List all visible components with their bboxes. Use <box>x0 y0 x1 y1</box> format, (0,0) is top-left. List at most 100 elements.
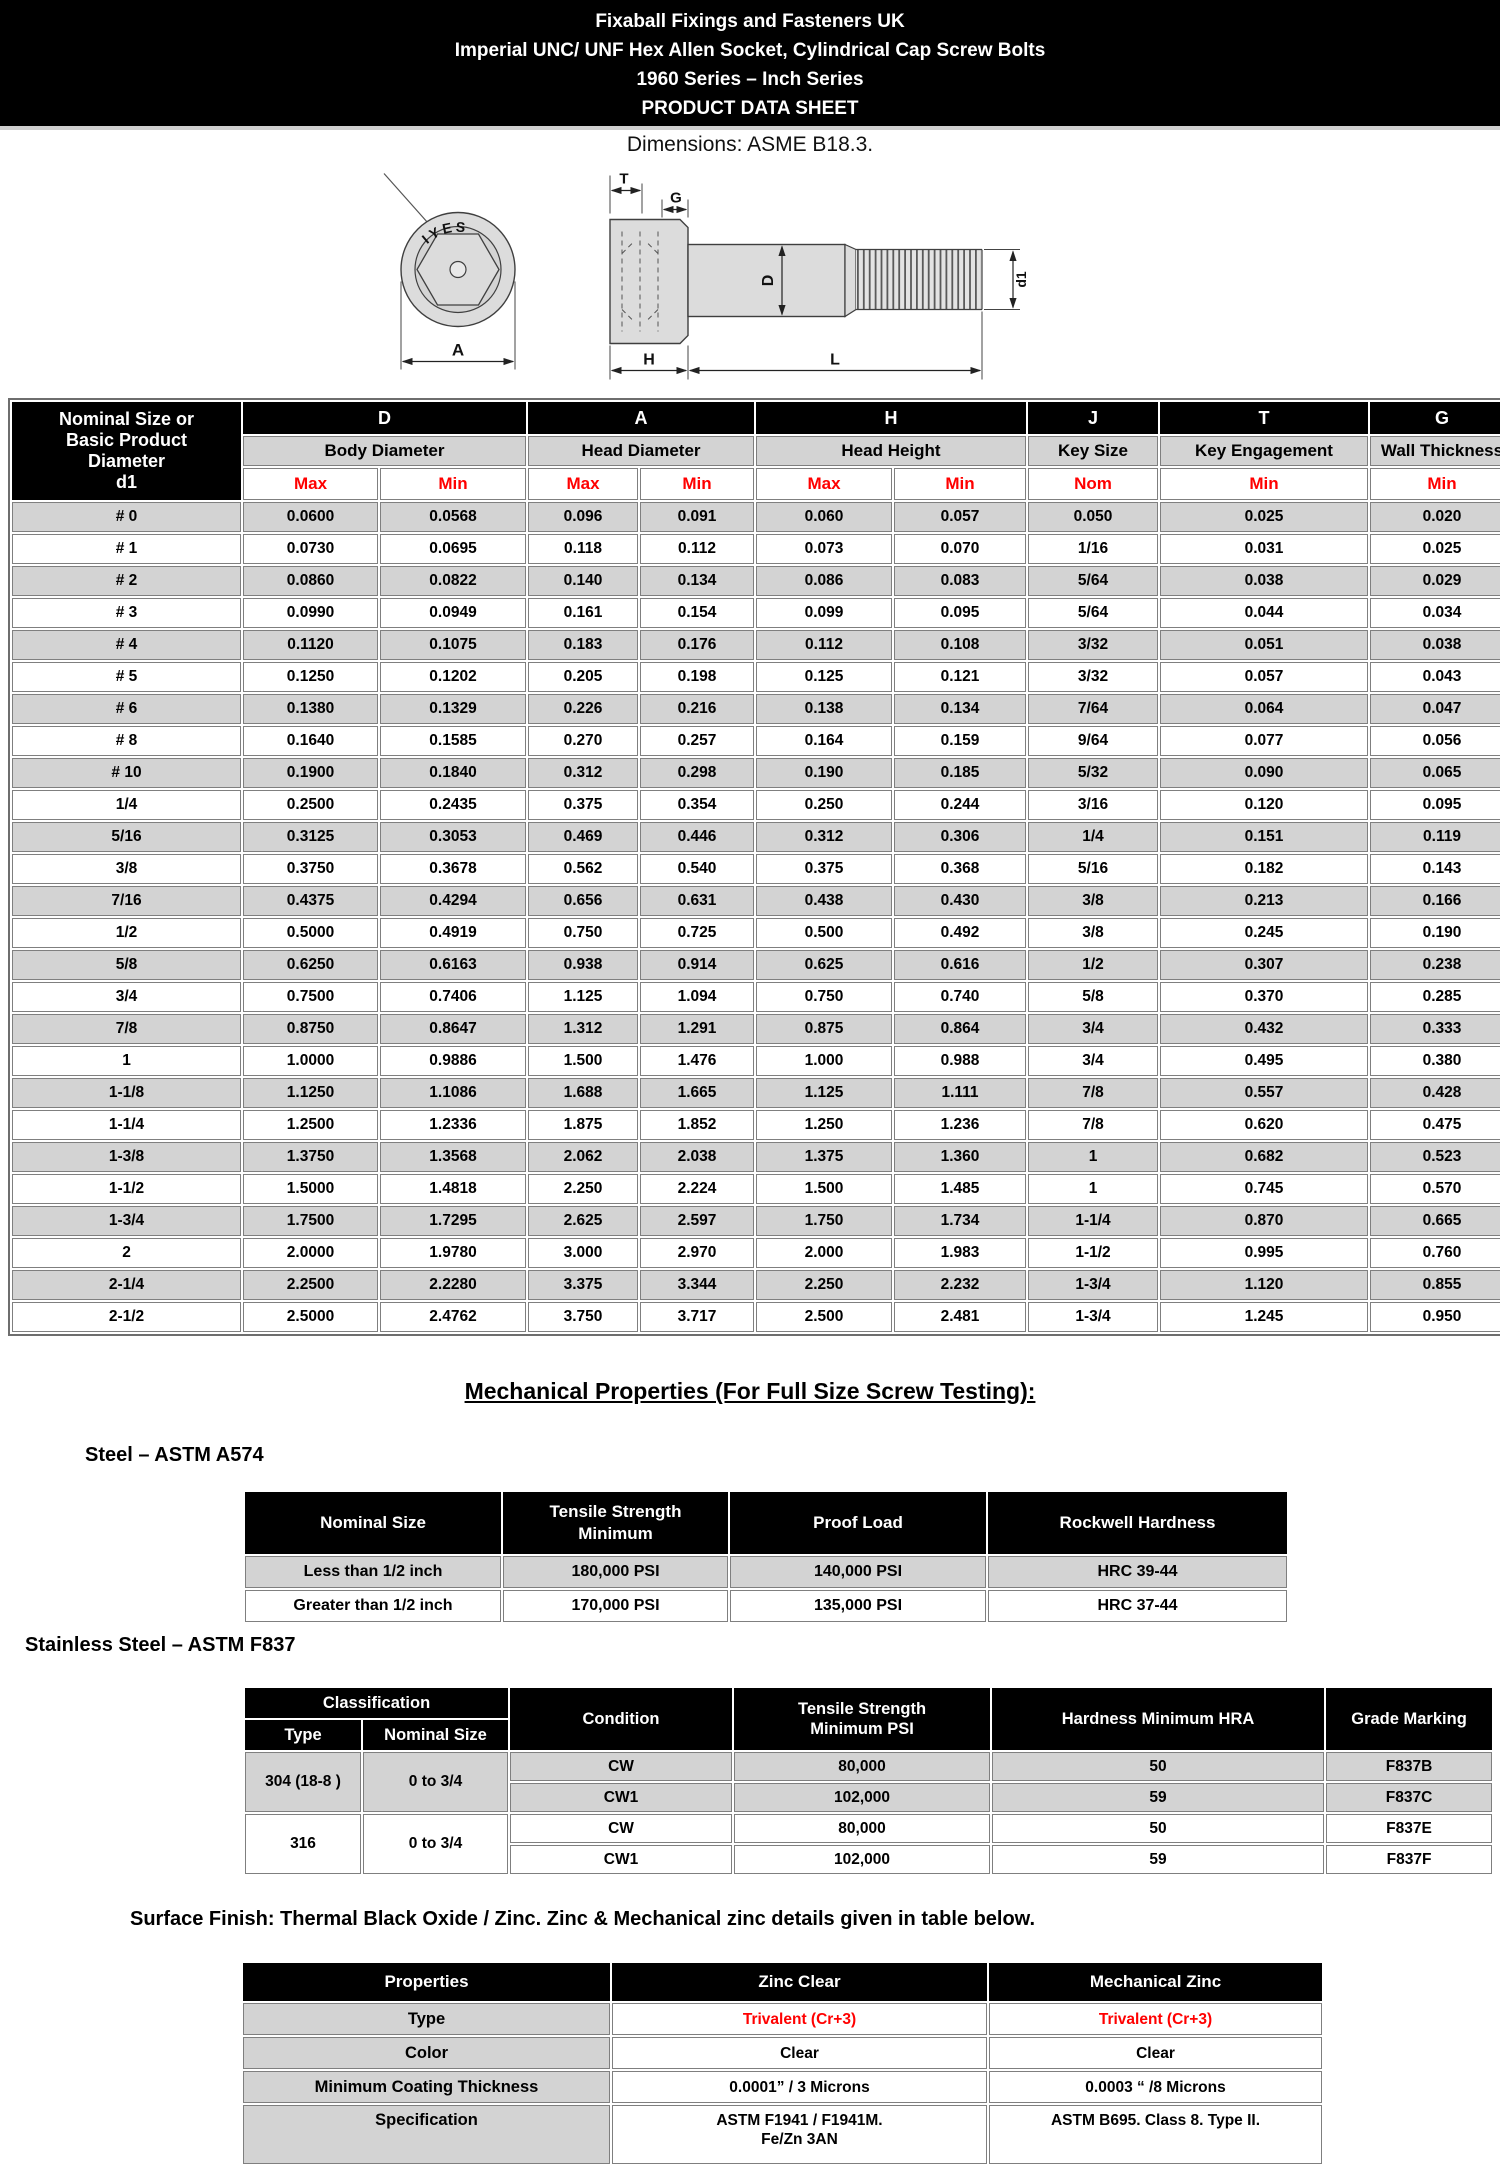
dimension-cell: 2 <box>12 1238 241 1268</box>
dimension-cell: 0.3678 <box>380 854 526 884</box>
dimension-cell: 0.0949 <box>380 598 526 628</box>
ss-type-cell: 304 (18-8 ) <box>245 1752 361 1812</box>
dimension-cell: 0.090 <box>1160 758 1368 788</box>
dimension-row: 3/4 0.7500 0.7406 1.125 1.094 0.750 0.740 5/8 0.… <box>12 982 1500 1012</box>
dimension-cell: 0.375 <box>756 854 892 884</box>
unit-header: Min <box>1370 468 1500 500</box>
steel-cell: HRC 37-44 <box>988 1590 1287 1622</box>
ss-condition-cell: CW1 <box>510 1783 733 1812</box>
dimension-cell: 0.950 <box>1370 1302 1500 1332</box>
dimension-cell: 0.682 <box>1160 1142 1368 1172</box>
dimension-cell: 0.025 <box>1160 502 1368 532</box>
dimension-cell: 1-3/4 <box>12 1206 241 1236</box>
corner-header: Nominal Size or Basic Product Diameter d… <box>12 402 241 500</box>
steel-col-rockwell: Rockwell Hardness <box>988 1492 1287 1554</box>
dimension-cell: # 2 <box>12 566 241 596</box>
dimension-cell: 1/2 <box>12 918 241 948</box>
stainless-row: 316 0 to 3/4 CW 80,000 50 F837E <box>245 1814 1493 1874</box>
dimensions-standard-note: Dimensions: ASME B18.3. <box>626 133 874 156</box>
dimension-cell: 1.500 <box>756 1174 892 1204</box>
col-name-wall-thickness: Wall Thickness <box>1370 436 1500 466</box>
dimension-cell: 1.094 <box>640 982 754 1012</box>
dimension-cell: 0.112 <box>640 534 754 564</box>
dimension-cell: 5/16 <box>1028 854 1158 884</box>
dimension-cell: 7/8 <box>1028 1110 1158 1140</box>
dimension-cell: 0.166 <box>1370 886 1500 916</box>
dimension-cell: 1.125 <box>528 982 638 1012</box>
dimension-cell: 0.083 <box>894 566 1026 596</box>
dimension-cell: 1.0000 <box>243 1046 378 1076</box>
dimension-cell: 1 <box>1028 1142 1158 1172</box>
dimension-cell: 2.597 <box>640 1206 754 1236</box>
dimension-cell: 0.6163 <box>380 950 526 980</box>
dimension-cell: 0.205 <box>528 662 638 692</box>
dimension-cell: 0.091 <box>640 502 754 532</box>
surface-finish-table: Properties Zinc Clear Mechanical Zinc Ty… <box>241 1961 1324 2166</box>
unit-header: Max <box>528 468 638 500</box>
dimension-cell: 0.368 <box>894 854 1026 884</box>
dimension-row: # 5 0.1250 0.1202 0.205 0.198 0.125 0.121 3/32 0… <box>12 662 1500 692</box>
dimension-cell: 0.190 <box>1370 918 1500 948</box>
dimension-cell: 0.038 <box>1370 630 1500 660</box>
dimension-cell: 1.291 <box>640 1014 754 1044</box>
dimension-cell: 0.060 <box>756 502 892 532</box>
dimension-cell: 1.852 <box>640 1110 754 1140</box>
dimension-cell: 0.226 <box>528 694 638 724</box>
unit-header: Nom <box>1028 468 1158 500</box>
dimension-row: 1-1/2 1.5000 1.4818 2.250 2.224 1.500 1.485 1 0.… <box>12 1174 1500 1204</box>
finish-col-zinc-clear: Zinc Clear <box>612 1963 987 2001</box>
dimension-cell: 1.2336 <box>380 1110 526 1140</box>
col-letter-h: H <box>756 402 1026 434</box>
dimension-cell: 0.870 <box>1160 1206 1368 1236</box>
dimension-cell: 0.025 <box>1370 534 1500 564</box>
dimension-cell: 0.216 <box>640 694 754 724</box>
dimension-cell: 0.0860 <box>243 566 378 596</box>
dimension-row: 5/8 0.6250 0.6163 0.938 0.914 0.625 0.616 1/2 0.… <box>12 950 1500 980</box>
dimension-cell: 0.1075 <box>380 630 526 660</box>
dim-label-h: H <box>643 352 655 369</box>
dimension-cell: 3/8 <box>1028 918 1158 948</box>
col-name-head-height: Head Height <box>756 436 1026 466</box>
dimension-cell: 0.988 <box>894 1046 1026 1076</box>
dimension-cell: 0.620 <box>1160 1110 1368 1140</box>
dimension-cell: 1.750 <box>756 1206 892 1236</box>
threaded-section <box>856 249 982 310</box>
dimension-cell: 3/32 <box>1028 662 1158 692</box>
col-letter-a: A <box>528 402 754 434</box>
dimension-cell: 0.0695 <box>380 534 526 564</box>
steel-heading: Steel – ASTM A574 <box>85 1444 264 1466</box>
finish-row-thickness: Minimum Coating Thickness 0.0001” / 3 Mi… <box>243 2071 1322 2103</box>
dimension-cell: 1.111 <box>894 1078 1026 1108</box>
dimension-cell: 0.375 <box>528 790 638 820</box>
surface-finish-heading: Surface Finish: Thermal Black Oxide / Zi… <box>130 1908 1036 1930</box>
steel-cell: Less than 1/2 inch <box>245 1556 501 1588</box>
steel-cell: 180,000 PSI <box>503 1556 728 1588</box>
dimension-cell: 2.481 <box>894 1302 1026 1332</box>
ss-grade-cell: F837B <box>1326 1752 1493 1781</box>
ss-tensile-cell: 80,000 <box>734 1752 991 1781</box>
dimension-cell: 0.070 <box>894 534 1026 564</box>
dimension-cell: 1.5000 <box>243 1174 378 1204</box>
steel-col-proof-load: Proof Load <box>730 1492 986 1554</box>
dimension-cell: 1.2500 <box>243 1110 378 1140</box>
dimension-cell: 0.631 <box>640 886 754 916</box>
dimension-cell: 0.073 <box>756 534 892 564</box>
dimension-cell: 0.250 <box>756 790 892 820</box>
dimension-cell: 0.5000 <box>243 918 378 948</box>
dimension-row: 1-1/8 1.1250 1.1086 1.688 1.665 1.125 1.111 7/8… <box>12 1078 1500 1108</box>
finish-label: Color <box>243 2037 610 2069</box>
dimension-cell: 1-1/4 <box>12 1110 241 1140</box>
col-letter-d: D <box>243 402 526 434</box>
unit-header: Min <box>640 468 754 500</box>
dimension-cell: 3.717 <box>640 1302 754 1332</box>
dimension-cell: 0.4294 <box>380 886 526 916</box>
ss-hardness-cell: 59 <box>992 1845 1325 1874</box>
dimension-cell: 0.1380 <box>243 694 378 724</box>
finish-zinc-color: Clear <box>612 2037 987 2069</box>
dimension-cell: 0.1585 <box>380 726 526 756</box>
steel-row: Greater than 1/2 inch 170,000 PSI 135,000 … <box>245 1590 1287 1622</box>
dimension-cell: 0.430 <box>894 886 1026 916</box>
bolt-technical-drawing: IYES A T <box>383 171 1029 380</box>
dimension-cell: 0.0568 <box>380 502 526 532</box>
finish-row-color: Color Clear Clear <box>243 2037 1322 2069</box>
